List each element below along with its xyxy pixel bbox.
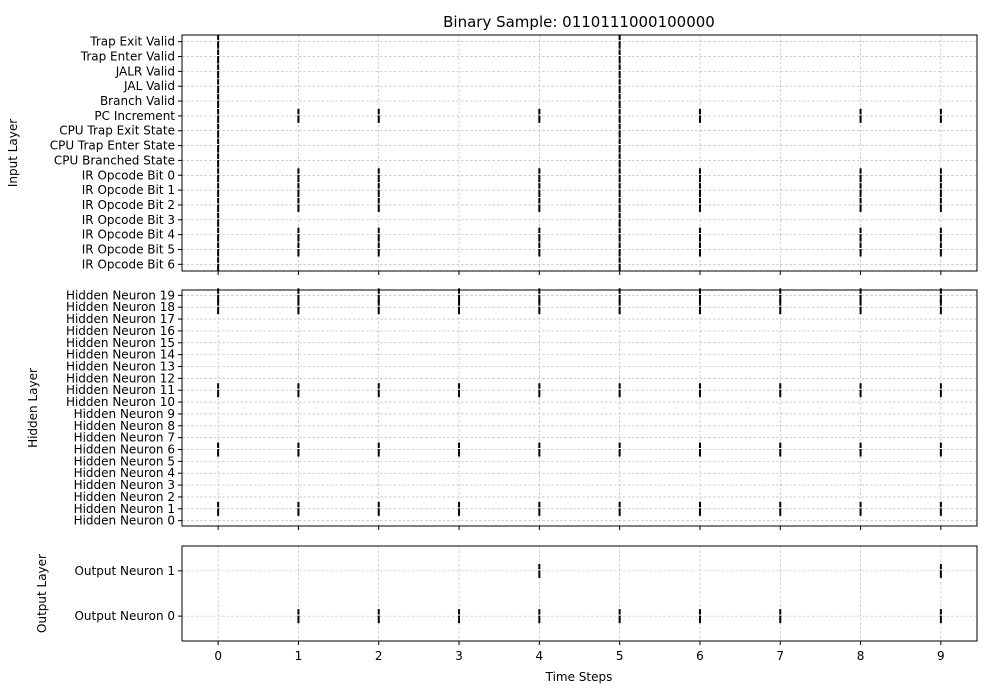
input-ytick-label: IR Opcode Bit 6 bbox=[82, 257, 175, 271]
hidden-ytick-label: Hidden Neuron 13 bbox=[66, 359, 175, 373]
output-ytick-label: Output Neuron 1 bbox=[74, 564, 175, 578]
input-ytick-label: IR Opcode Bit 1 bbox=[82, 183, 175, 197]
hidden-ytick-label: Hidden Neuron 12 bbox=[66, 371, 175, 385]
input-panel: IR Opcode Bit 6IR Opcode Bit 5IR Opcode … bbox=[6, 34, 978, 275]
x-tick-label: 9 bbox=[937, 649, 945, 663]
hidden-ytick-label: Hidden Neuron 16 bbox=[66, 324, 175, 338]
x-tick-label: 1 bbox=[295, 649, 303, 663]
input-ytick-label: CPU Trap Exit State bbox=[59, 124, 175, 138]
hidden-ytick-label: Hidden Neuron 11 bbox=[66, 383, 175, 397]
output-frame bbox=[181, 545, 978, 642]
x-tick-label: 2 bbox=[375, 649, 383, 663]
input-ytick-label: IR Opcode Bit 2 bbox=[82, 198, 175, 212]
x-tick-label: 6 bbox=[696, 649, 704, 663]
hidden-ytick-label: Hidden Neuron 9 bbox=[74, 407, 175, 421]
panels-layer: IR Opcode Bit 6IR Opcode Bit 5IR Opcode … bbox=[6, 34, 978, 663]
hidden-ytick-label: Hidden Neuron 1 bbox=[74, 502, 175, 516]
chart-title: Binary Sample: 0110111000100000 bbox=[443, 13, 715, 31]
input-ytick-label: IR Opcode Bit 5 bbox=[82, 242, 175, 256]
hidden-ytick-label: Hidden Neuron 17 bbox=[66, 312, 175, 326]
hidden-ytick-label: Hidden Neuron 3 bbox=[74, 478, 175, 492]
hidden-ytick-label: Hidden Neuron 19 bbox=[66, 288, 175, 302]
hidden-y-axis-label: Hidden Layer bbox=[26, 368, 40, 448]
hidden-ytick-label: Hidden Neuron 14 bbox=[66, 348, 175, 362]
x-tick-label: 3 bbox=[455, 649, 463, 663]
input-ytick-label: Trap Enter Valid bbox=[80, 50, 175, 64]
hidden-ytick-label: Hidden Neuron 7 bbox=[74, 431, 175, 445]
hidden-ytick-label: Hidden Neuron 15 bbox=[66, 336, 175, 350]
output-panel: Output Neuron 0 Output Neuron 1 Output Lay… bbox=[35, 545, 978, 645]
input-ytick-label: PC Increment bbox=[94, 109, 175, 123]
input-ytick-label: CPU Trap Enter State bbox=[50, 139, 175, 153]
hidden-ytick-label: Hidden Neuron 5 bbox=[74, 454, 175, 468]
input-ytick-label: IR Opcode Bit 3 bbox=[82, 213, 175, 227]
input-ytick-label: CPU Branched State bbox=[54, 153, 175, 167]
hidden-ytick-label: Hidden Neuron 8 bbox=[74, 419, 175, 433]
hidden-frame bbox=[181, 289, 978, 527]
x-axis-label: Time Steps bbox=[545, 670, 613, 684]
hidden-ytick-label: Hidden Neuron 0 bbox=[74, 514, 175, 528]
output-ytick-label: Output Neuron 0 bbox=[74, 609, 175, 623]
x-tick-label: 7 bbox=[776, 649, 784, 663]
x-tick-label: 5 bbox=[616, 649, 624, 663]
input-ytick-label: JAL Valid bbox=[123, 79, 175, 93]
x-tick-label: 8 bbox=[857, 649, 865, 663]
input-ytick-label: Branch Valid bbox=[100, 94, 175, 108]
x-tick-labels: 0 1 2 3 4 5 6 7 8 9 bbox=[214, 649, 944, 663]
hidden-ytick-label: Hidden Neuron 10 bbox=[66, 395, 175, 409]
x-tick-label: 4 bbox=[536, 649, 544, 663]
input-y-axis-label: Input Layer bbox=[6, 119, 20, 187]
input-ytick-label: IR Opcode Bit 0 bbox=[82, 168, 175, 182]
input-ytick-label: Trap Exit Valid bbox=[89, 35, 175, 49]
input-frame bbox=[181, 34, 978, 272]
hidden-ytick-label: Hidden Neuron 18 bbox=[66, 300, 175, 314]
hidden-ytick-label: Hidden Neuron 2 bbox=[74, 490, 175, 504]
hidden-ytick-label: Hidden Neuron 4 bbox=[74, 466, 175, 480]
output-y-axis-label: Output Layer bbox=[35, 554, 49, 633]
hidden-ytick-label: Hidden Neuron 6 bbox=[74, 443, 175, 457]
input-ytick-label: IR Opcode Bit 4 bbox=[82, 228, 175, 242]
input-ytick-label: JALR Valid bbox=[115, 64, 175, 78]
x-tick-label: 0 bbox=[214, 649, 222, 663]
